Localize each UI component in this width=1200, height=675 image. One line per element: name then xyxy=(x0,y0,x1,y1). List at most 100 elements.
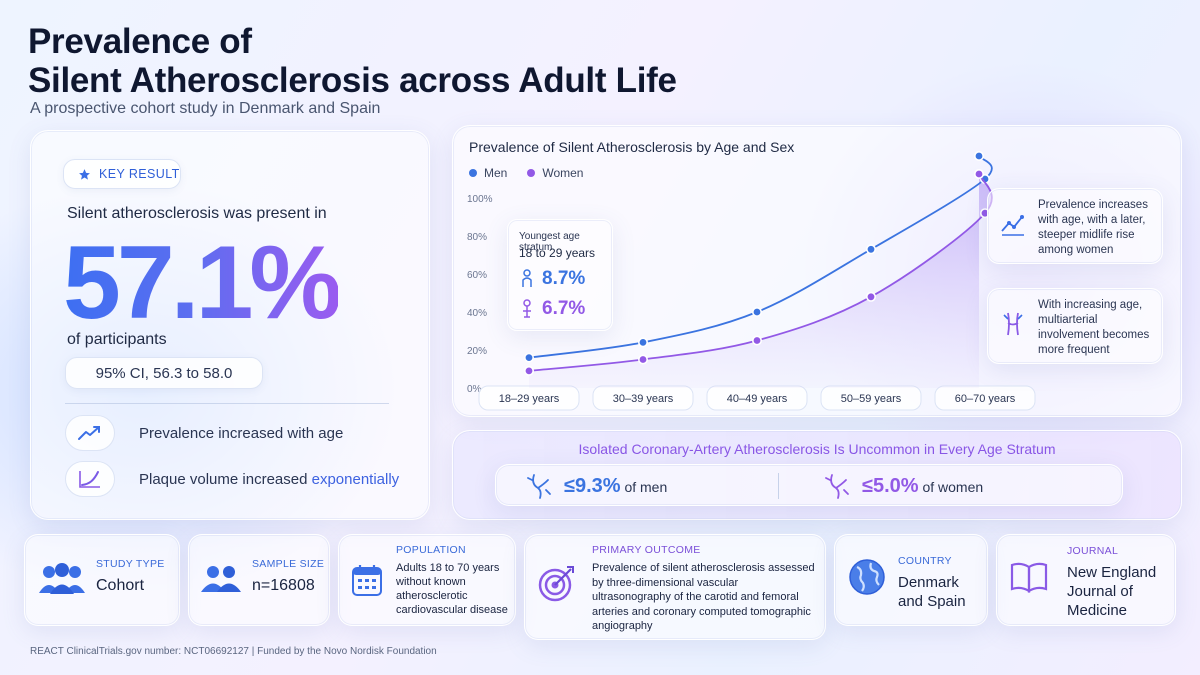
note-midlife-rise: Prevalence increases with age, with a la… xyxy=(987,188,1163,264)
finding-prevalence-age: Prevalence increased with age xyxy=(65,415,343,451)
population-label: POPULATION xyxy=(396,544,466,556)
target-icon xyxy=(538,566,574,602)
x-tick-label: 40–49 years xyxy=(727,393,788,405)
women-data-point xyxy=(638,354,649,365)
open-book-icon xyxy=(1010,562,1048,593)
key-result-badge: KEY RESULT xyxy=(63,159,181,189)
prevalence-chart: 0% 20% 40% 60% 80% 100% 18–29 years 30–39 years… xyxy=(467,150,1036,411)
chart-legend: Men Women xyxy=(469,166,583,180)
finding-plaque-volume-text: Plaque volume increased exponentially xyxy=(139,471,399,488)
sample-size-card: SAMPLE SIZE n=16808 xyxy=(188,534,330,626)
isolated-women-text: ≤5.0% of women xyxy=(862,475,983,498)
page-subtitle: A prospective cohort study in Denmark an… xyxy=(30,100,381,117)
journal-label: JOURNAL xyxy=(1067,545,1119,557)
divider xyxy=(65,403,389,404)
y-tick-label: 80% xyxy=(467,232,487,243)
women-data-point xyxy=(865,291,876,302)
x-category-pill xyxy=(934,385,1036,411)
legend-dot-men xyxy=(469,169,477,177)
calendar-icon xyxy=(352,565,382,596)
y-tick-label: 40% xyxy=(467,308,487,319)
trend-chart-icon xyxy=(1001,215,1024,236)
legend-dot-women xyxy=(527,169,536,177)
journal-card: JOURNAL New England Journal of Medicine xyxy=(996,534,1176,626)
chart-title: Prevalence of Silent Atherosclerosis by … xyxy=(469,139,795,155)
legend-label-men: Men xyxy=(484,166,508,180)
title-line-2: Silent Atherosclerosis across Adult Life xyxy=(28,61,677,100)
men-data-point xyxy=(865,244,876,255)
artery-branch-icon xyxy=(1003,312,1023,336)
coronary-artery-icon xyxy=(825,474,849,499)
trend-up-icon xyxy=(65,415,115,451)
finding-plaque-volume: Plaque volume increased exponentially xyxy=(65,461,399,497)
isolated-women: ≤5.0% of women xyxy=(824,465,983,507)
male-person-icon xyxy=(522,269,532,287)
finding-plaque-accent: exponentially xyxy=(311,470,400,488)
men-data-point xyxy=(638,337,649,348)
divider xyxy=(778,473,779,499)
isolated-women-label: of women xyxy=(922,478,984,495)
country-value: Denmark and Spain xyxy=(898,574,966,610)
star-icon xyxy=(79,168,90,180)
y-tick-label: 100% xyxy=(467,194,493,205)
inset-women-row: 6.7% xyxy=(520,298,585,320)
isolated-women-value: ≤5.0% xyxy=(862,474,919,497)
population-value: Adults 18 to 70 years without known athe… xyxy=(396,562,508,616)
men-data-point xyxy=(524,352,535,363)
y-tick-label: 60% xyxy=(467,270,487,281)
youngest-stratum-inset: Youngest age stratum 18 to 29 years 8.7%… xyxy=(507,219,613,331)
primary-outcome-label: PRIMARY OUTCOME xyxy=(592,544,701,556)
isolated-coronary-card: Isolated Coronary-Artery Atherosclerosis… xyxy=(452,430,1182,520)
men-data-point xyxy=(973,150,984,161)
y-tick-label: 20% xyxy=(467,346,487,357)
isolated-men: ≤9.3% of men xyxy=(526,465,667,507)
women-data-point xyxy=(751,335,762,346)
study-type-label: STUDY TYPE xyxy=(96,558,165,570)
chart-card: 0% 20% 40% 60% 80% 100% 18–29 years 30–39 years… xyxy=(452,125,1182,417)
isolated-men-text: ≤9.3% of men xyxy=(564,475,667,498)
study-type-card: STUDY TYPE Cohort xyxy=(24,534,180,626)
footer-note: REACT ClinicalTrials.gov number: NCT0669… xyxy=(30,646,437,657)
sample-size-label: SAMPLE SIZE xyxy=(252,558,325,570)
key-result-card: KEY RESULT Silent atherosclerosis was pr… xyxy=(30,130,430,520)
isolated-men-value: ≤9.3% xyxy=(564,474,621,497)
people-group-icon xyxy=(39,563,85,594)
legend-item-women: Women xyxy=(527,166,583,180)
key-result-badge-label: KEY RESULT xyxy=(99,167,180,181)
legend-item-men: Men xyxy=(469,166,507,180)
inset-women-value: 6.7% xyxy=(542,298,586,319)
finding-plaque-prefix: Plaque volume increased xyxy=(139,470,312,488)
note-multiarterial: With increasing age, multiarterial invol… xyxy=(987,288,1163,364)
finding-prevalence-age-text: Prevalence increased with age xyxy=(139,424,344,442)
globe-icon xyxy=(849,559,885,595)
inset-subtitle: 18 to 29 years xyxy=(519,246,596,260)
primary-outcome-card: PRIMARY OUTCOME Prevalence of silent ath… xyxy=(524,534,826,640)
women-data-point xyxy=(524,365,535,376)
inset-men-row: 8.7% xyxy=(520,268,585,290)
x-tick-label: 18–29 years xyxy=(499,393,560,405)
exponential-curve-icon xyxy=(65,461,115,497)
y-tick-label: 0% xyxy=(467,384,482,395)
country-label: COUNTRY xyxy=(898,555,952,567)
note-multiarterial-text: With increasing age, multiarterial invol… xyxy=(1038,299,1150,356)
isolated-men-label: of men xyxy=(624,478,668,495)
country-card: COUNTRY Denmark and Spain xyxy=(834,534,988,626)
women-area xyxy=(529,174,992,388)
note-midlife-rise-text: Prevalence increases with age, with a la… xyxy=(1038,199,1148,256)
people-pair-icon xyxy=(201,566,241,592)
key-result-lead: Silent atherosclerosis was present in xyxy=(67,205,327,222)
inset-title: Youngest age stratum xyxy=(519,231,580,253)
journal-value: New England Journal of Medicine xyxy=(1067,564,1157,619)
confidence-interval-text: 95% CI, 56.3 to 58.0 xyxy=(95,364,233,382)
female-person-icon xyxy=(523,299,531,318)
x-tick-label: 30–39 years xyxy=(613,393,674,405)
women-data-point xyxy=(973,168,984,179)
confidence-interval: 95% CI, 56.3 to 58.0 xyxy=(65,357,263,389)
population-card: POPULATION Adults 18 to 70 years without… xyxy=(338,534,516,626)
study-type-value: Cohort xyxy=(96,577,145,594)
x-tick-label: 60–70 years xyxy=(955,393,1016,405)
x-tick-label: 50–59 years xyxy=(841,393,902,405)
legend-label-women: Women xyxy=(542,166,584,180)
isolated-coronary-title: Isolated Coronary-Artery Atherosclerosis… xyxy=(578,441,1056,457)
title-line-1: Prevalence of xyxy=(28,22,252,61)
